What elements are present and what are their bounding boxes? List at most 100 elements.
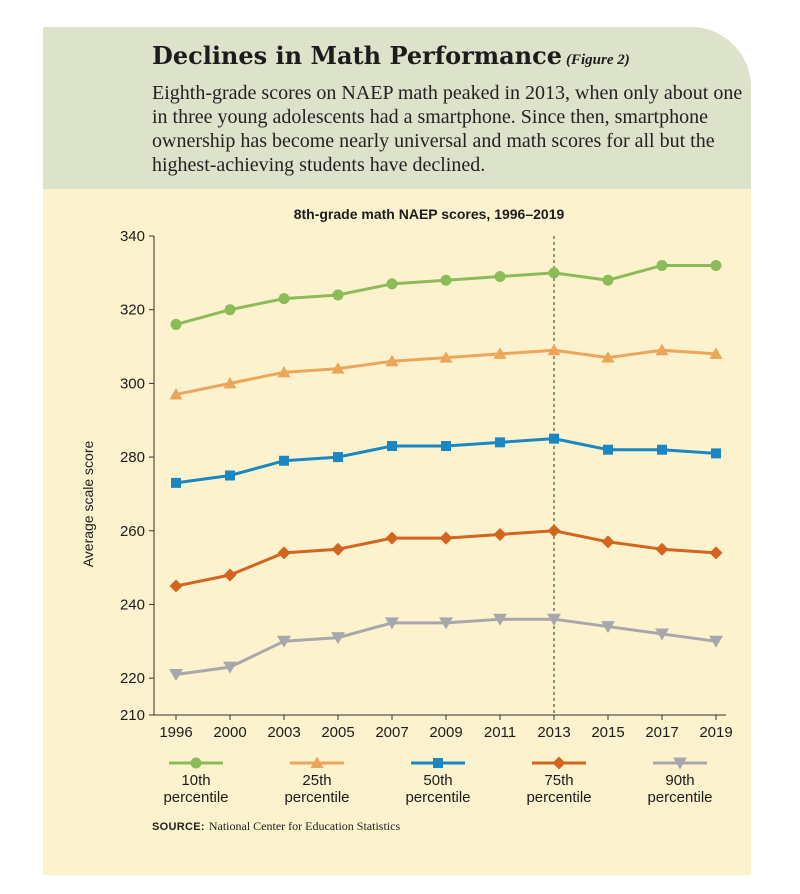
data-point: [548, 267, 560, 279]
y-tick-label: 340: [120, 228, 145, 245]
data-point: [439, 531, 453, 545]
data-point: [440, 274, 452, 286]
data-point: [278, 293, 290, 305]
legend-marker: [310, 756, 324, 768]
source-label: SOURCE:: [152, 821, 205, 833]
data-point: [331, 542, 345, 556]
title-line: Declines in Math Performance (Figure 2): [152, 41, 630, 70]
legend-label: percentile: [405, 789, 470, 806]
figure-title: Declines in Math Performance: [152, 41, 563, 70]
legend-marker: [552, 756, 566, 770]
legend: 10thpercentile25thpercentile50thpercenti…: [163, 756, 713, 806]
data-point: [655, 343, 669, 356]
figure-card: Declines in Math Performance (Figure 2) E…: [43, 27, 751, 875]
x-tick-label: 2015: [591, 724, 624, 741]
legend-label: 90th: [665, 772, 694, 789]
data-point: [387, 441, 397, 452]
x-tick-label: 1996: [159, 724, 192, 741]
data-point: [332, 289, 344, 301]
series-3: [171, 433, 721, 488]
data-point: [441, 441, 451, 452]
data-point: [547, 524, 561, 538]
x-tick-label: 2003: [267, 724, 300, 741]
data-point: [709, 635, 723, 648]
data-point: [603, 444, 613, 455]
x-tick-label: 2013: [537, 724, 570, 741]
series-5: [169, 613, 723, 681]
x-tick-label: 2000: [213, 724, 246, 741]
data-point: [331, 362, 345, 374]
data-point: [655, 542, 669, 556]
data-point: [223, 568, 237, 582]
data-point: [601, 621, 615, 634]
y-tick-label: 280: [120, 449, 145, 466]
data-point: [386, 278, 398, 290]
x-tick-label: 2017: [645, 724, 678, 741]
data-point: [171, 477, 181, 488]
y-tick-label: 220: [120, 670, 145, 687]
y-tick-label: 210: [120, 707, 145, 724]
data-point: [225, 470, 235, 481]
y-tick-label: 240: [120, 596, 145, 613]
data-point: [333, 452, 343, 463]
legend-label: 50th: [423, 772, 452, 789]
x-tick-label: 2009: [429, 724, 462, 741]
data-point: [495, 437, 505, 448]
series-2: [169, 343, 723, 400]
legend-label: 25th: [302, 772, 331, 789]
data-point: [224, 304, 236, 316]
data-point: [169, 668, 183, 681]
figure-subtitle: Eighth-grade scores on NAEP math peaked …: [152, 82, 743, 176]
series-layer: [169, 259, 723, 681]
data-point: [223, 376, 237, 389]
data-point: [709, 347, 723, 359]
data-point: [493, 347, 507, 359]
x-tick-label: 2005: [321, 724, 354, 741]
data-point: [223, 661, 237, 674]
series-4: [169, 524, 723, 593]
legend-marker: [433, 758, 443, 768]
legend-label: 75th: [544, 772, 573, 789]
data-point: [549, 433, 559, 444]
chart-title: 8th-grade math NAEP scores, 1996–2019: [294, 206, 565, 222]
figure-label: (Figure 2): [566, 52, 630, 68]
data-point: [277, 546, 291, 560]
y-tick-label: 300: [120, 375, 145, 392]
data-point: [709, 546, 723, 560]
y-tick-label: 260: [120, 523, 145, 540]
data-point: [493, 613, 507, 626]
data-point: [331, 632, 345, 645]
legend-label: percentile: [526, 789, 591, 806]
data-point: [602, 274, 614, 286]
legend-label: percentile: [284, 789, 349, 806]
data-point: [439, 617, 453, 630]
y-tick-label: 320: [120, 302, 145, 319]
data-point: [170, 318, 182, 330]
y-axis-label: Average scale score: [80, 440, 96, 567]
data-point: [169, 579, 183, 593]
legend-label: 10th: [181, 772, 210, 789]
source-note: SOURCE: National Center for Education Sta…: [152, 819, 400, 834]
data-point: [439, 351, 453, 363]
series-1: [170, 259, 722, 330]
legend-marker: [190, 757, 202, 769]
data-point: [710, 259, 722, 271]
data-point: [385, 531, 399, 545]
x-tick-label: 2019: [699, 724, 732, 741]
legend-marker: [673, 757, 687, 770]
source-text: National Center for Education Statistics: [208, 819, 401, 833]
line-chart: 8th-grade math NAEP scores, 1996–2019 Av…: [80, 206, 733, 806]
data-point: [601, 535, 615, 549]
data-point: [493, 527, 507, 541]
data-point: [385, 354, 399, 367]
data-point: [277, 635, 291, 648]
legend-label: percentile: [647, 789, 712, 806]
data-point: [711, 448, 721, 459]
data-point: [279, 455, 289, 466]
figure-header: Declines in Math Performance (Figure 2) E…: [43, 27, 751, 189]
data-point: [277, 365, 291, 378]
